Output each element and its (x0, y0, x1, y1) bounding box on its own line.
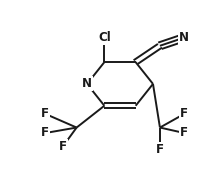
Text: Cl: Cl (98, 31, 111, 44)
Text: F: F (180, 127, 188, 139)
Text: N: N (82, 77, 92, 90)
Text: F: F (180, 107, 188, 120)
Text: F: F (156, 143, 164, 156)
Text: F: F (41, 127, 49, 139)
Text: N: N (179, 31, 189, 44)
Text: F: F (59, 140, 67, 153)
Text: F: F (41, 107, 49, 120)
